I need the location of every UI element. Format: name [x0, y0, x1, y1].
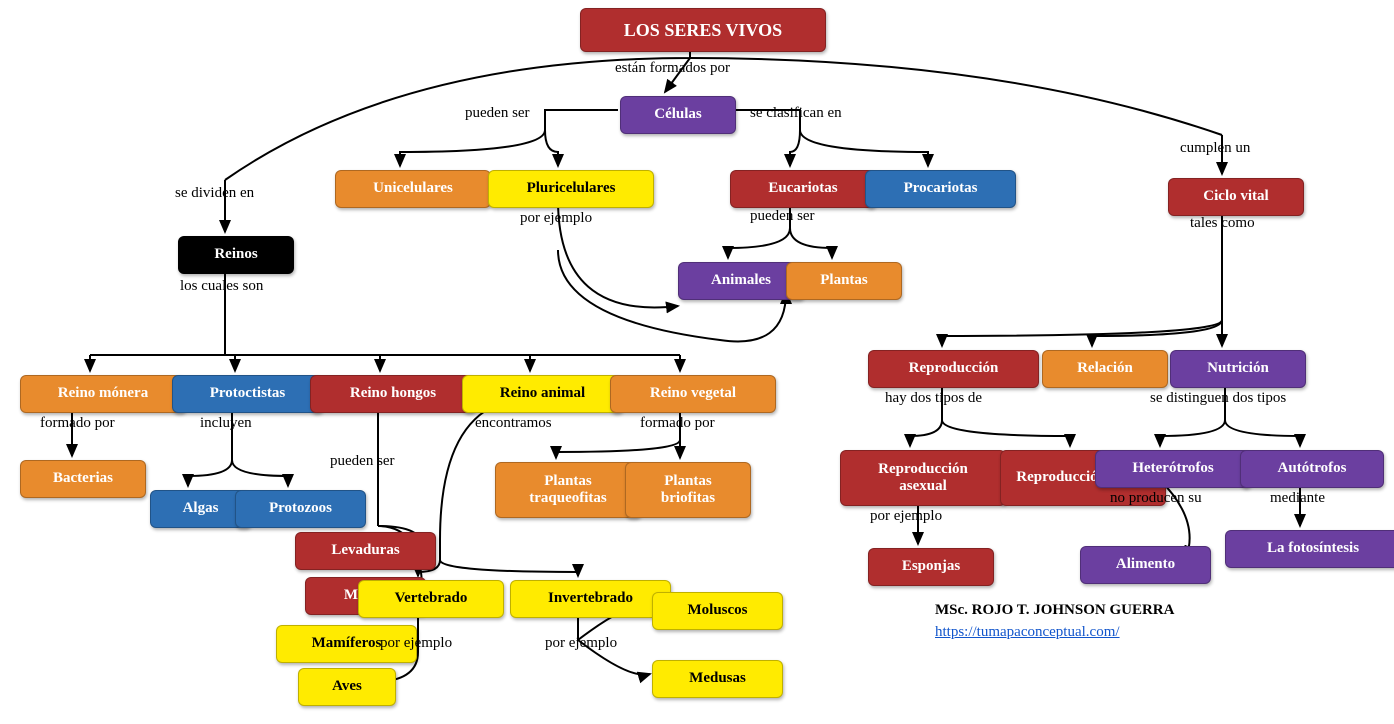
node-medusas: Medusas	[652, 660, 783, 698]
connector-label-18: mediante	[1270, 490, 1325, 507]
connector-label-11: formado por	[40, 415, 115, 432]
connector-label-1: pueden ser	[465, 105, 530, 122]
connector-label-5: por ejemplo	[520, 210, 592, 227]
connector-label-16: por ejemplo	[870, 508, 942, 525]
connector-label-12: incluyen	[200, 415, 252, 432]
node-rep_asex: Reproducción asexual	[840, 450, 1006, 506]
node-bacterias: Bacterias	[20, 460, 146, 498]
connector-label-0: están formados por	[615, 60, 730, 77]
node-nutric: Nutrición	[1170, 350, 1306, 388]
node-r_animal: Reino animal	[462, 375, 623, 413]
node-r_vegetal: Reino vegetal	[610, 375, 776, 413]
node-fotosin: La fotosíntesis	[1225, 530, 1394, 568]
node-heter: Heterótrofos	[1095, 450, 1251, 488]
connector-label-6: pueden ser	[750, 208, 815, 225]
node-p_traq: Plantas traqueofitas	[495, 462, 641, 518]
node-levaduras: Levaduras	[295, 532, 436, 570]
node-invertebrado: Invertebrado	[510, 580, 671, 618]
node-relacion: Relación	[1042, 350, 1168, 388]
node-moluscos: Moluscos	[652, 592, 783, 630]
node-unicel: Unicelulares	[335, 170, 491, 208]
node-reprod: Reproducción	[868, 350, 1039, 388]
connector-label-15: formado por	[640, 415, 715, 432]
connector-label-13: pueden ser	[330, 453, 395, 470]
node-ciclo: Ciclo vital	[1168, 178, 1304, 216]
node-aves: Aves	[298, 668, 396, 706]
connector-label-17: no producen su	[1110, 490, 1202, 507]
node-protozoos: Protozoos	[235, 490, 366, 528]
node-celulas: Células	[620, 96, 736, 134]
source-link[interactable]: https://tumapaconceptual.com/	[935, 624, 1120, 641]
connector-label-20: por ejemplo	[545, 635, 617, 652]
node-alimento: Alimento	[1080, 546, 1211, 584]
connector-label-9: hay dos tipos de	[885, 390, 982, 407]
connector-label-4: se dividen en	[175, 185, 254, 202]
node-autot: Autótrofos	[1240, 450, 1384, 488]
node-r_hongos: Reino hongos	[310, 375, 476, 413]
connector-label-19: por ejemplo	[380, 635, 452, 652]
node-r_monera: Reino mónera	[20, 375, 186, 413]
connector-label-3: cumplen un	[1180, 140, 1250, 157]
node-procar: Procariotas	[865, 170, 1016, 208]
node-eucar: Eucariotas	[730, 170, 876, 208]
node-plantas: Plantas	[786, 262, 902, 300]
connector-label-14: encontramos	[475, 415, 552, 432]
node-vertebrado: Vertebrado	[358, 580, 504, 618]
node-reinos: Reinos	[178, 236, 294, 274]
node-esponjas: Esponjas	[868, 548, 994, 586]
author-credit: MSc. ROJO T. JOHNSON GUERRA	[935, 602, 1174, 619]
connector-label-10: se distinguen dos tipos	[1150, 390, 1286, 407]
node-pluricel: Pluricelulares	[488, 170, 654, 208]
connector-label-7: tales como	[1190, 215, 1255, 232]
node-titulo: LOS SERES VIVOS	[580, 8, 826, 52]
node-r_proto: Protoctistas	[172, 375, 323, 413]
node-p_brio: Plantas briofitas	[625, 462, 751, 518]
connector-label-2: se clasifican en	[750, 105, 842, 122]
connector-label-8: los cuales son	[180, 278, 263, 295]
